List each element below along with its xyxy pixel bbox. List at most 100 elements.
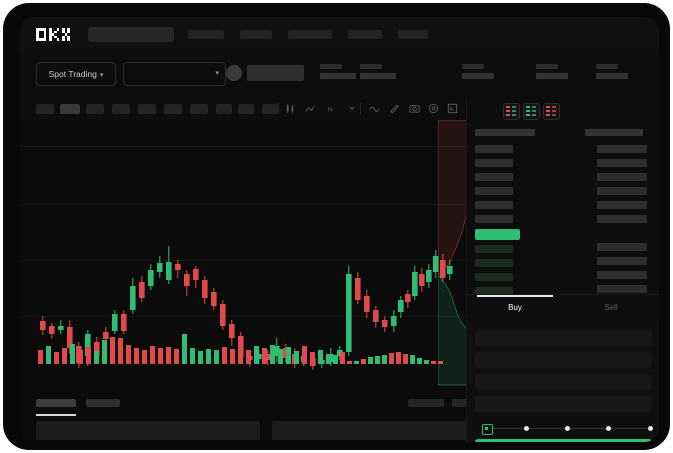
line-chart-icon[interactable] xyxy=(304,102,317,115)
nav-item-2[interactable] xyxy=(288,30,332,39)
coin-avatar xyxy=(226,65,242,81)
timeframe-6[interactable] xyxy=(190,104,208,114)
bid-row-2[interactable] xyxy=(475,273,513,281)
ask-row-1[interactable] xyxy=(475,159,513,167)
volume-bar xyxy=(78,350,83,364)
timeframe-7[interactable] xyxy=(216,104,232,114)
order-entry-form xyxy=(467,320,659,442)
ask-row-5[interactable] xyxy=(475,215,513,223)
market-stat-0 xyxy=(320,64,356,79)
ask-row-4[interactable] xyxy=(475,201,513,209)
market-stat-3 xyxy=(536,64,568,79)
volume-bar xyxy=(230,349,235,364)
volume-bar xyxy=(110,337,115,364)
bid-row-1[interactable] xyxy=(475,259,513,267)
orderbook-right-row-8 xyxy=(597,271,647,279)
nav-item-3[interactable] xyxy=(348,30,382,39)
gridline-2 xyxy=(20,260,466,261)
orderbook-right-row-4 xyxy=(597,201,647,209)
volume-bar xyxy=(94,351,99,364)
chart-tab-0[interactable] xyxy=(36,399,76,407)
order-type-field[interactable] xyxy=(475,330,652,346)
pencil-icon[interactable] xyxy=(388,102,401,115)
orderbook-right-row-1 xyxy=(597,159,647,167)
timeframe-9[interactable] xyxy=(262,104,278,114)
volume-bar xyxy=(254,346,259,364)
stat-value xyxy=(360,73,396,79)
chart-footer-tabs xyxy=(20,390,480,418)
slider-stop-2[interactable] xyxy=(565,425,570,431)
nav-item-4[interactable] xyxy=(398,30,428,39)
volume-bar xyxy=(438,361,443,364)
volume-bar xyxy=(262,348,267,364)
bottom-slot-0[interactable] xyxy=(36,421,260,440)
timeframe-0[interactable] xyxy=(36,104,54,114)
price-field[interactable] xyxy=(475,352,652,368)
okx-logo-icon[interactable] xyxy=(36,28,80,42)
volume-bar xyxy=(182,334,187,364)
market-subheader: Spot Trading ▾ ▾ xyxy=(20,50,659,98)
orderbook-both-icon[interactable] xyxy=(503,103,520,120)
wave-chart-icon[interactable] xyxy=(368,102,381,115)
global-search-input[interactable] xyxy=(88,27,174,42)
timeframe-8[interactable] xyxy=(238,104,254,114)
chart-footer-button-0[interactable] xyxy=(408,399,444,407)
volume-bar xyxy=(326,354,331,364)
spot-trading-dropdown[interactable]: Spot Trading ▾ xyxy=(36,62,116,86)
bid-row-0[interactable] xyxy=(475,245,513,253)
orderbook-bids-icon[interactable] xyxy=(523,103,540,120)
gridline-3 xyxy=(20,316,466,317)
candlestick-chart-icon[interactable] xyxy=(284,102,297,115)
amount-field[interactable] xyxy=(475,374,652,390)
ask-row-0[interactable] xyxy=(475,145,513,153)
settings-gear-icon[interactable] xyxy=(427,102,440,115)
slider-stop-4[interactable] xyxy=(647,425,653,431)
volume-bar xyxy=(278,349,283,364)
tab-sell[interactable]: Sell xyxy=(604,303,618,312)
slider-stop-3[interactable] xyxy=(606,425,612,431)
ask-row-2[interactable] xyxy=(475,173,513,181)
volume-bar xyxy=(126,345,131,364)
bid-row-3[interactable] xyxy=(475,287,513,295)
indicators-icon[interactable]: fx xyxy=(326,102,339,115)
tab-buy[interactable]: Buy xyxy=(508,303,522,312)
timeframe-4[interactable] xyxy=(138,104,156,114)
chart-tab-1[interactable] xyxy=(86,399,120,407)
volume-bar xyxy=(270,345,275,364)
timeframe-5[interactable] xyxy=(164,104,182,114)
amount-percent-slider[interactable] xyxy=(477,424,653,435)
top-navigation-bar xyxy=(20,17,659,50)
slider-stop-1[interactable] xyxy=(523,425,529,431)
volume-bar xyxy=(222,347,227,364)
volume-bar xyxy=(238,348,243,364)
chevron-down-icon[interactable] xyxy=(346,102,359,115)
timeframe-1[interactable] xyxy=(60,104,80,114)
svg-text:fx: fx xyxy=(328,106,334,113)
timeframe-2[interactable] xyxy=(86,104,104,114)
nav-item-1[interactable] xyxy=(240,30,272,39)
bottom-slot-1[interactable] xyxy=(272,421,500,440)
trading-pair-select[interactable]: ▾ xyxy=(123,62,226,86)
total-field[interactable] xyxy=(475,396,652,412)
volume-bar xyxy=(375,356,380,364)
stat-label xyxy=(596,64,618,69)
pair-name-label xyxy=(247,65,304,81)
stat-label xyxy=(462,64,484,69)
fullscreen-icon[interactable] xyxy=(446,102,459,115)
place-buy-order-button[interactable] xyxy=(475,439,652,442)
slider-handle[interactable] xyxy=(482,424,493,435)
volume-bar xyxy=(46,346,51,364)
order-book-rows[interactable] xyxy=(467,123,659,295)
price-chart[interactable] xyxy=(20,120,491,390)
timeframe-3[interactable] xyxy=(112,104,130,114)
toolbar-divider xyxy=(360,103,361,114)
camera-icon[interactable] xyxy=(408,102,421,115)
orderbook-asks-icon[interactable] xyxy=(543,103,560,120)
volume-bar xyxy=(70,344,75,364)
volume-bar xyxy=(310,352,315,364)
ask-row-3[interactable] xyxy=(475,187,513,195)
nav-item-0[interactable] xyxy=(188,30,224,39)
volume-bar xyxy=(302,346,307,364)
orderbook-header-1 xyxy=(585,129,643,136)
stat-value xyxy=(462,73,494,79)
